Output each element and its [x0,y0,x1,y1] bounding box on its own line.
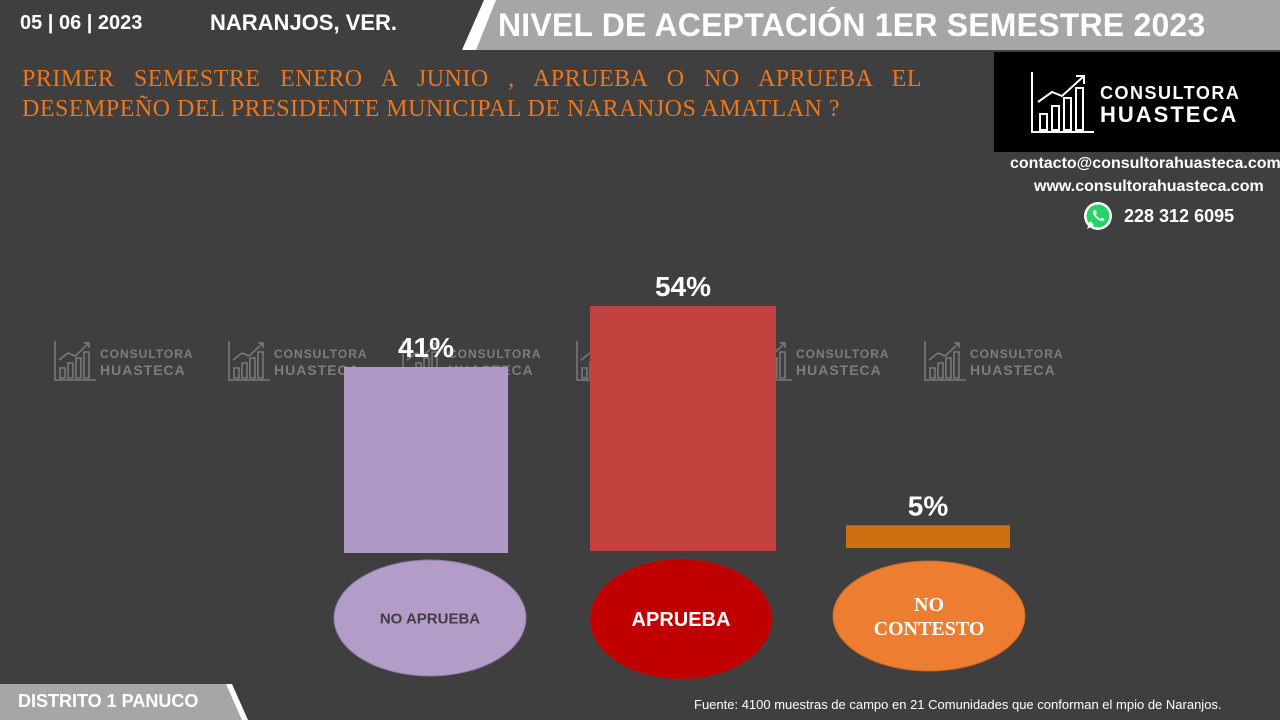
whatsapp-icon [1084,202,1112,230]
bar-aprueba [590,306,776,551]
category-label: APRUEBA [632,609,731,631]
logo [994,52,1280,152]
category-oval [333,559,527,677]
bar-no-contesto [846,525,1010,548]
data-label: 5% [908,490,949,521]
source-note: Fuente: 4100 muestras de campo en 21 Com… [694,697,1222,712]
survey-place: NARANJOS, VER. [210,10,398,35]
logo-line2: HUASTECA [1100,102,1239,127]
title-banner [462,0,1280,50]
contact-phone: 228 312 6095 [1124,206,1235,226]
bar-no-aprueba [344,366,508,553]
chart-growth-icon [1031,72,1094,133]
survey-date: 05 | 06 | 2023 [20,12,143,34]
logo-line1: CONSULTORA [1100,83,1241,103]
category-oval [589,558,773,680]
category-label: NO APRUEBA [380,610,480,627]
category-label: NO CONTESTO [874,594,985,640]
chart-title: NIVEL DE ACEPTACIÓN 1ER SEMESTRE 2023 [498,7,1206,43]
contact-email: contacto@consultorahuasteca.com [1010,155,1280,172]
district-banner [0,684,250,720]
category-oval [832,560,1026,672]
data-label: 41% [398,332,454,363]
contact-website: www.consultorahuasteca.com [1034,178,1264,195]
survey-question: PRIMER SEMESTRE ENERO A JUNIO , APRUEBA … [22,66,922,122]
logo-text: CONSULTORA HUASTECA [1100,82,1240,126]
data-label: 54% [655,271,711,302]
district-label: DISTRITO 1 PANUCO [18,691,199,711]
